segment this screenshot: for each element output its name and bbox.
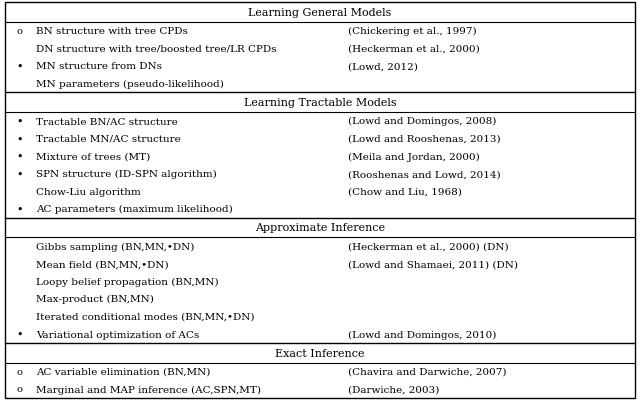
Text: (Chavira and Darwiche, 2007): (Chavira and Darwiche, 2007)	[348, 367, 506, 376]
Text: •: •	[16, 329, 22, 339]
Text: Approximate Inference: Approximate Inference	[255, 223, 385, 233]
Text: SPN structure (ID-SPN algorithm): SPN structure (ID-SPN algorithm)	[36, 170, 216, 179]
Text: •: •	[16, 204, 22, 214]
Text: Learning Tractable Models: Learning Tractable Models	[244, 98, 396, 108]
Text: o: o	[16, 27, 22, 36]
Text: Max-product (BN,MN): Max-product (BN,MN)	[36, 295, 154, 304]
Text: Marginal and MAP inference (AC,SPN,MT): Marginal and MAP inference (AC,SPN,MT)	[36, 385, 261, 393]
Text: (Heckerman et al., 2000): (Heckerman et al., 2000)	[348, 45, 479, 54]
Text: •: •	[16, 116, 22, 126]
Text: (Chow and Liu, 1968): (Chow and Liu, 1968)	[348, 187, 461, 196]
Text: (Meila and Jordan, 2000): (Meila and Jordan, 2000)	[348, 152, 479, 161]
Text: Loopy belief propagation (BN,MN): Loopy belief propagation (BN,MN)	[36, 277, 218, 286]
Text: Gibbs sampling (BN,MN,•DN): Gibbs sampling (BN,MN,•DN)	[36, 242, 194, 251]
Text: (Lowd and Rooshenas, 2013): (Lowd and Rooshenas, 2013)	[348, 134, 500, 144]
Text: •: •	[16, 169, 22, 179]
Text: (Rooshenas and Lowd, 2014): (Rooshenas and Lowd, 2014)	[348, 170, 500, 178]
Text: Exact Inference: Exact Inference	[275, 348, 365, 358]
Text: AC variable elimination (BN,MN): AC variable elimination (BN,MN)	[36, 367, 210, 376]
Text: (Darwiche, 2003): (Darwiche, 2003)	[348, 385, 439, 393]
Text: Mean field (BN,MN,•DN): Mean field (BN,MN,•DN)	[36, 259, 168, 269]
Text: Iterated conditional modes (BN,MN,•DN): Iterated conditional modes (BN,MN,•DN)	[36, 312, 254, 321]
Text: o: o	[16, 367, 22, 376]
Text: DN structure with tree/boosted tree/LR CPDs: DN structure with tree/boosted tree/LR C…	[36, 45, 276, 54]
Text: Learning General Models: Learning General Models	[248, 8, 392, 18]
Text: MN structure from DNs: MN structure from DNs	[36, 62, 162, 71]
Text: (Lowd and Shamaei, 2011) (DN): (Lowd and Shamaei, 2011) (DN)	[348, 259, 518, 269]
Text: •: •	[16, 134, 22, 144]
Text: (Lowd and Domingos, 2010): (Lowd and Domingos, 2010)	[348, 330, 496, 339]
Text: o: o	[16, 385, 22, 393]
Text: (Chickering et al., 1997): (Chickering et al., 1997)	[348, 27, 476, 36]
Text: BN structure with tree CPDs: BN structure with tree CPDs	[36, 27, 188, 36]
Text: Chow-Liu algorithm: Chow-Liu algorithm	[36, 187, 141, 196]
Text: (Heckerman et al., 2000) (DN): (Heckerman et al., 2000) (DN)	[348, 242, 508, 251]
Text: Variational optimization of ACs: Variational optimization of ACs	[36, 330, 199, 339]
Text: MN parameters (pseudo-likelihood): MN parameters (pseudo-likelihood)	[36, 80, 224, 89]
Text: Tractable MN/AC structure: Tractable MN/AC structure	[36, 134, 180, 144]
Text: •: •	[16, 152, 22, 162]
Text: (Lowd and Domingos, 2008): (Lowd and Domingos, 2008)	[348, 117, 496, 126]
Text: Mixture of trees (MT): Mixture of trees (MT)	[36, 152, 150, 161]
Text: •: •	[16, 62, 22, 72]
Text: AC parameters (maximum likelihood): AC parameters (maximum likelihood)	[36, 205, 232, 214]
Text: Tractable BN/AC structure: Tractable BN/AC structure	[36, 117, 177, 126]
Text: (Lowd, 2012): (Lowd, 2012)	[348, 62, 417, 71]
